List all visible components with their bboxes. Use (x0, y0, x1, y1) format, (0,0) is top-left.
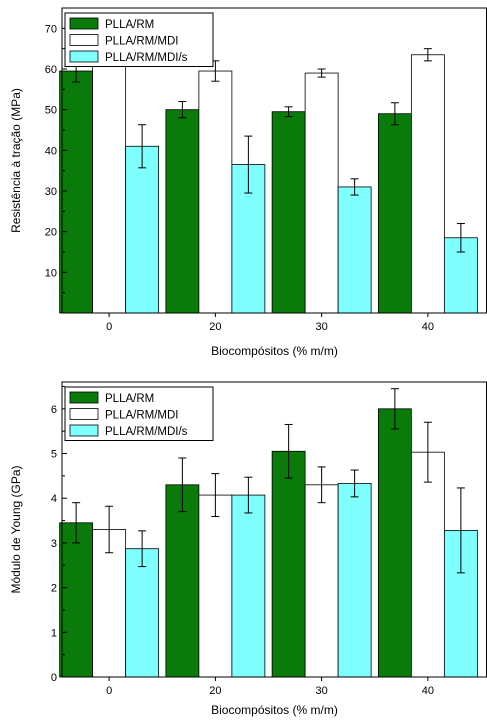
x-axis-label: Biocompósitos (% m/m) (211, 344, 338, 358)
legend-swatch (69, 17, 99, 30)
x-tick-label: 20 (209, 685, 221, 697)
y-tick-label: 6 (51, 404, 57, 416)
x-axis-label: Biocompósitos (% m/m) (211, 703, 338, 717)
bar (165, 109, 200, 314)
x-tick-label: 40 (422, 685, 434, 697)
bar (304, 72, 339, 314)
x-tick-label: 40 (422, 321, 434, 333)
legend-swatch (69, 50, 99, 63)
y-tick-label: 1 (51, 627, 57, 639)
bar (271, 111, 306, 314)
series-3 (125, 124, 478, 314)
bar (271, 450, 306, 678)
bar (304, 484, 339, 678)
legend-label: PLLA/RM (105, 393, 154, 405)
chart-1: 10 20 30 40 50 60 70 0 20 30 40 Biocompósitos (% m/… (9, 7, 487, 358)
y-tick-label: 50 (45, 105, 57, 117)
legend-swatch (69, 424, 99, 437)
bar (59, 70, 94, 314)
bar (337, 483, 372, 678)
legend-label: PLLA/RM/MDI/s (105, 426, 188, 438)
x-tick-label: 30 (316, 685, 328, 697)
legend-swatch (69, 391, 99, 404)
legend-label: PLLA/RM/MDI/s (105, 52, 188, 64)
y-tick-label: 30 (45, 186, 57, 198)
series-1 (59, 59, 412, 314)
bar (92, 529, 127, 678)
bar (125, 145, 160, 314)
y-axis-label: Módulo de Young (GPa) (9, 465, 23, 593)
bar (59, 522, 94, 678)
y-tick-label: 5 (51, 449, 57, 461)
y-tick-label: 0 (51, 672, 57, 684)
bar (198, 494, 233, 678)
bar (165, 484, 200, 678)
y-tick-label: 2 (51, 583, 57, 595)
y-tick-label: 40 (45, 145, 57, 157)
bar (125, 548, 160, 678)
series-2 (92, 421, 445, 678)
legend: PLLA/RM PLLA/RM/MDI PLLA/RM/MDI/s (64, 12, 214, 67)
y-tick-label: 4 (51, 493, 57, 505)
legend: PLLA/RM PLLA/RM/MDI PLLA/RM/MDI/s (64, 386, 214, 441)
chart-2: 0 1 2 3 4 5 6 0 20 30 40 Biocompósitos (% m/m) Módul… (9, 381, 487, 717)
y-tick-label: 10 (45, 267, 57, 279)
legend-label: PLLA/RM (105, 19, 154, 31)
y-tick-label: 60 (45, 64, 57, 76)
bar (198, 70, 233, 314)
bar (410, 451, 445, 678)
legend-swatch (69, 34, 99, 46)
y-tick-label: 3 (51, 538, 57, 550)
y-axis-label: Resistência à tração (MPa) (9, 88, 23, 233)
x-tick-label: 30 (316, 321, 328, 333)
legend-swatch (69, 408, 99, 420)
series-2 (92, 48, 445, 314)
series-3 (125, 469, 478, 678)
x-tick-label: 0 (106, 321, 112, 333)
legend-label: PLLA/RM/MDI (105, 36, 179, 48)
x-tick-label: 0 (106, 685, 112, 697)
bar (377, 113, 412, 314)
x-tick-label: 20 (209, 321, 221, 333)
bar (410, 54, 445, 314)
y-tick-label: 20 (45, 227, 57, 239)
bar (92, 56, 127, 314)
legend-label: PLLA/RM/MDI (105, 410, 179, 422)
y-tick-label: 70 (45, 23, 57, 35)
bar (337, 186, 372, 314)
bar (377, 408, 412, 678)
bar (231, 494, 266, 678)
